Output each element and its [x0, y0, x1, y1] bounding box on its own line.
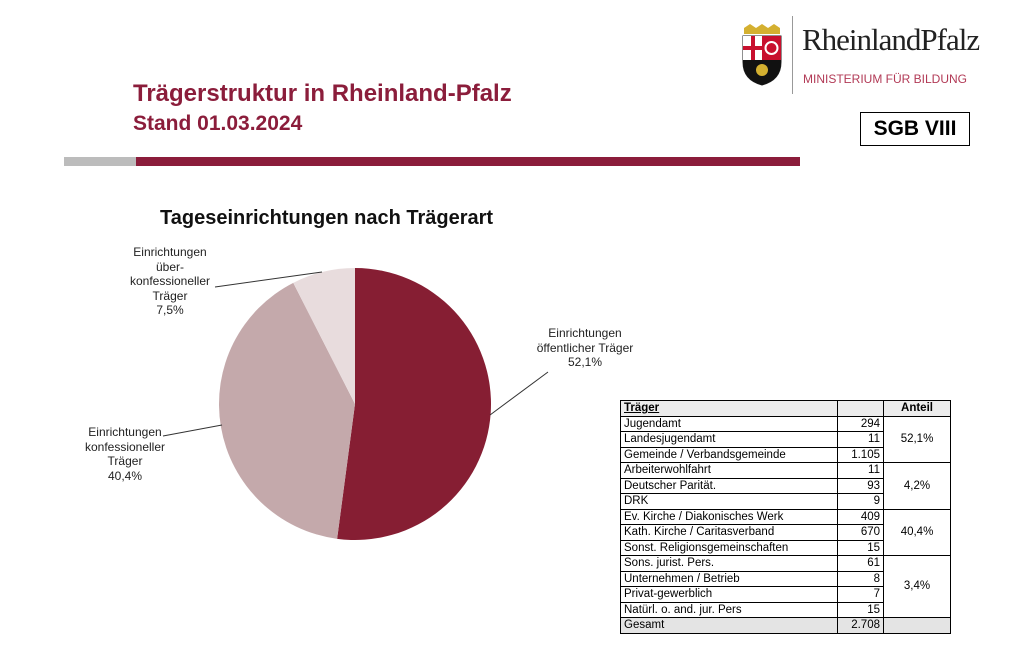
- table-row: Gemeinde / Verbandsgemeinde 1.105: [620, 446, 951, 463]
- traeger-count: 9: [837, 493, 884, 510]
- table-row: Sons. jurist. Pers. 61 3,4%: [620, 555, 951, 618]
- total-row: Gesamt 2.708: [620, 617, 951, 634]
- label-line: öffentlicher Träger: [536, 340, 634, 355]
- traeger-count: 61: [837, 555, 884, 572]
- traeger-count: 11: [837, 462, 884, 479]
- traeger-name: Deutscher Parität.: [620, 477, 838, 494]
- label-line: Einrichtungen: [88, 425, 162, 439]
- logo-divider: [792, 16, 793, 94]
- traeger-name: Privat-gewerblich: [620, 586, 838, 603]
- label-line: konfessioneller: [84, 439, 166, 454]
- table-row: Sonst. Religionsgemeinschaften 15: [620, 539, 951, 556]
- traeger-count: 1.105: [837, 446, 884, 463]
- pie-slice-public: [337, 268, 492, 540]
- traeger-name: Unternehmen / Betrieb: [620, 570, 838, 587]
- label-line: über-: [155, 259, 184, 274]
- label-line: Träger: [152, 288, 188, 303]
- logo: RheinlandPfalz MINISTERIUM FÜR BILDUNG: [740, 16, 980, 96]
- label-public: Einrichtungen öffentlicher Träger 52,1%: [520, 326, 650, 370]
- label-line: konfessioneller: [129, 274, 211, 288]
- group-share: 3,4%: [883, 555, 951, 618]
- header-anteil: Anteil: [883, 400, 951, 417]
- traeger-name: Jugendamt: [620, 415, 838, 432]
- traeger-count: 93: [837, 477, 884, 494]
- leader-line-public: [489, 371, 549, 416]
- label-line: Träger: [107, 454, 143, 468]
- table-row: Natürl. o. and. jur. Pers 15: [620, 601, 951, 618]
- page-subtitle: Stand 01.03.2024: [133, 112, 303, 135]
- divider-gray: [64, 157, 136, 166]
- logo-wordmark: RheinlandPfalz: [802, 22, 980, 57]
- traeger-name: Arbeiterwohlfahrt: [620, 462, 838, 479]
- data-label: 7,5%: [156, 303, 184, 317]
- traeger-name: Gemeinde / Verbandsgemeinde: [620, 446, 838, 463]
- label-nonconfessional: Einrichtungen über- konfessioneller Träg…: [115, 245, 225, 318]
- traeger-count: 15: [837, 539, 884, 556]
- traeger-count: 409: [837, 508, 884, 525]
- header-count: [837, 400, 884, 417]
- traeger-count: 8: [837, 570, 884, 587]
- ministry-name: MINISTERIUM FÜR BILDUNG: [803, 72, 968, 86]
- traeger-name: Ev. Kirche / Diakonisches Werk: [620, 508, 838, 525]
- chart-title: Tageseinrichtungen nach Trägerart: [160, 207, 494, 229]
- data-label: 52,1%: [567, 355, 603, 369]
- label-line: Einrichtungen: [548, 326, 622, 340]
- total-count: 2.708: [837, 617, 884, 634]
- page-title: Trägerstruktur in Rheinland-Pfalz: [133, 80, 512, 107]
- total-label: Gesamt: [620, 617, 838, 634]
- traeger-name: Sons. jurist. Pers.: [620, 555, 838, 572]
- pie-slice-confessional: [219, 282, 355, 539]
- traeger-count: 15: [837, 601, 884, 618]
- table-row: Jugendamt 294 52,1%: [620, 415, 951, 463]
- table-row: Deutscher Parität. 93: [620, 477, 951, 494]
- traeger-table: Träger Anteil Jugendamt 294 52,1% Landesjug…: [620, 400, 951, 634]
- traeger-count: 11: [837, 431, 884, 448]
- table-row: Arbeiterwohlfahrt 11 4,2%: [620, 462, 951, 510]
- leader-line-confessional: [162, 424, 223, 437]
- label-confessional: Einrichtungen konfessioneller Träger 40,…: [70, 425, 180, 483]
- label-line: Einrichtungen: [133, 245, 207, 259]
- traeger-count: 670: [837, 524, 884, 541]
- traeger-name: Natürl. o. and. jur. Pers: [620, 601, 838, 618]
- leader-line-nonconfessional: [214, 271, 323, 288]
- traeger-count: 7: [837, 586, 884, 603]
- divider-red: [136, 157, 800, 166]
- sgb-badge: SGB VIII: [860, 112, 970, 146]
- pie-slice-nonconfessional: [293, 268, 355, 404]
- coat-of-arms-icon: [742, 24, 782, 86]
- table-row: Ev. Kirche / Diakonisches Werk 409 40,4%: [620, 508, 951, 556]
- traeger-name: Sonst. Religionsgemeinschaften: [620, 539, 838, 556]
- traeger-name: Kath. Kirche / Caritasverband: [620, 524, 838, 541]
- header-traeger: Träger: [620, 400, 838, 417]
- traeger-count: 294: [837, 415, 884, 432]
- traeger-name: DRK: [620, 493, 838, 510]
- group-share: 4,2%: [883, 462, 951, 510]
- traeger-name: Landesjugendamt: [620, 431, 838, 448]
- group-share: 40,4%: [883, 508, 951, 556]
- data-label: 40,4%: [107, 468, 143, 483]
- total-share: [883, 617, 951, 634]
- group-share: 52,1%: [883, 415, 951, 463]
